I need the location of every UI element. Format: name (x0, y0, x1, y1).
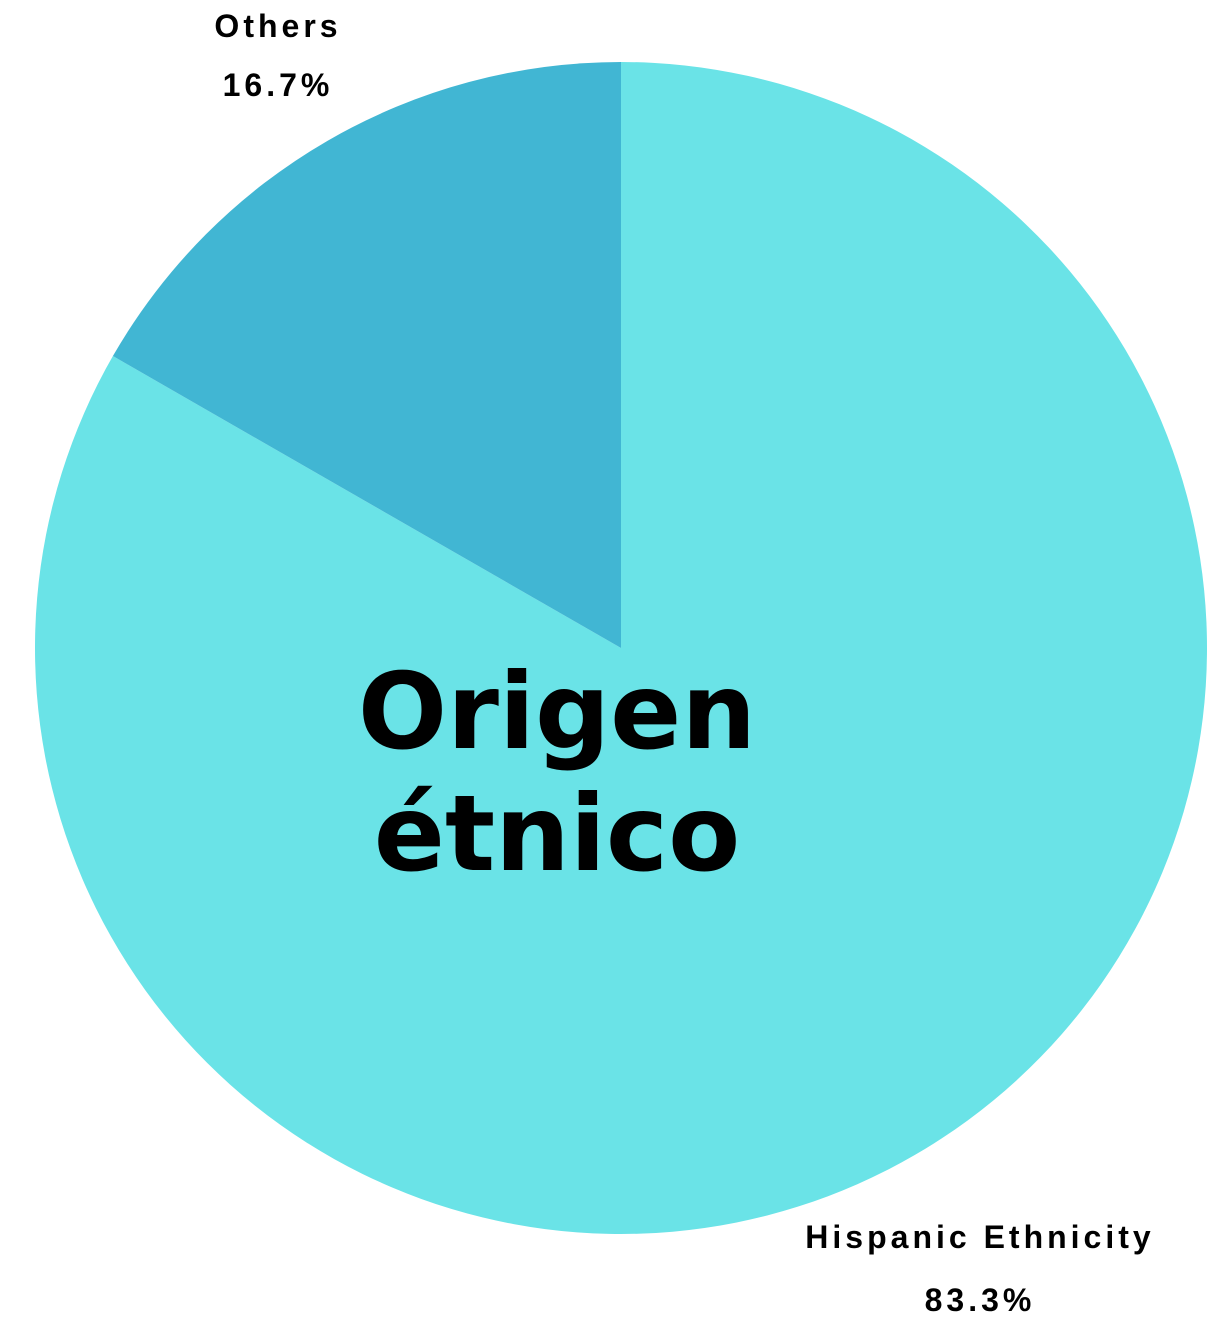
chart-title-line-1: Origen (358, 651, 756, 773)
others-value-label: 16.7% (223, 67, 334, 103)
hispanic-value-label: 83.3% (925, 1282, 1036, 1318)
chart-title: Origen étnico (358, 651, 756, 895)
pie-slices (35, 62, 1208, 1234)
chart-title-line-2: étnico (374, 773, 741, 895)
hispanic-name-label: Hispanic Ethnicity (805, 1219, 1154, 1255)
pie-slice-hispanic-ethnicity (35, 62, 1208, 1234)
pie-slice-others (112, 62, 622, 648)
others-name-label: Others (214, 8, 341, 44)
slice-labels: Others 16.7% Hispanic Ethnicity 83.3% (214, 8, 1154, 1318)
